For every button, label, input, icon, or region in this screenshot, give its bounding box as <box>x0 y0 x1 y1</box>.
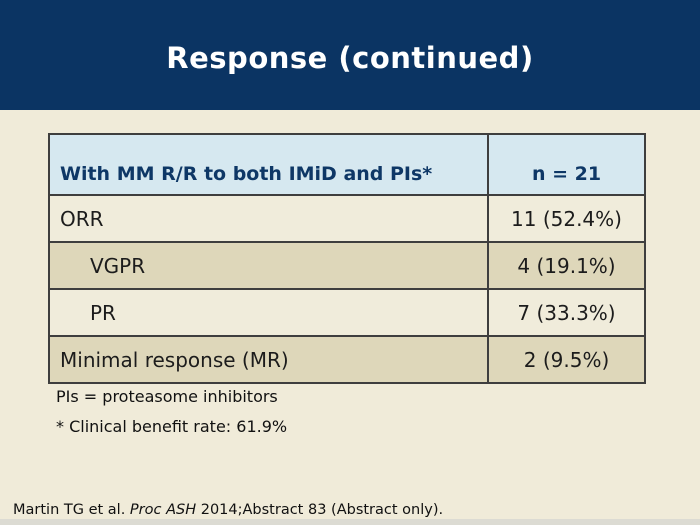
row-label: Minimal response (MR) <box>48 335 489 384</box>
table-row-pr: PR 7 (33.3%) <box>48 288 646 337</box>
row-label: VGPR <box>48 241 489 290</box>
row-label: PR <box>48 288 489 337</box>
slide-title: Response (continued) <box>166 41 534 75</box>
table-row-vgpr: VGPR 4 (19.1%) <box>48 241 646 290</box>
citation: Martin TG et al. Proc ASH 2014;Abstract … <box>13 502 443 518</box>
citation-journal: Proc ASH <box>129 502 197 518</box>
title-band: Response (continued) <box>0 0 700 110</box>
row-value: 7 (33.3%) <box>487 288 646 337</box>
row-value: 11 (52.4%) <box>487 194 646 243</box>
row-value: 4 (19.1%) <box>487 241 646 290</box>
footnotes: PIs = proteasome inhibitors * Clinical b… <box>56 388 287 448</box>
table-row-mr: Minimal response (MR) 2 (9.5%) <box>48 335 646 384</box>
footnote-clinical-benefit-rate: * Clinical benefit rate: 61.9% <box>56 417 288 436</box>
table-row-orr: ORR 11 (52.4%) <box>48 194 646 243</box>
footnote-pis-definition: PIs = proteasome inhibitors <box>56 387 278 406</box>
citation-suffix: 2014;Abstract 83 (Abstract only). <box>196 502 444 518</box>
table-header-row: With MM R/R to both IMiD and PIs* n = 21 <box>48 133 646 196</box>
row-label: ORR <box>48 194 489 243</box>
row-value: 2 (9.5%) <box>487 335 646 384</box>
citation-prefix: Martin TG et al. <box>13 502 130 518</box>
table-header-n-value: n = 21 <box>487 133 646 196</box>
response-table: With MM R/R to both IMiD and PIs* n = 21… <box>48 133 646 384</box>
bottom-edge-strip <box>0 519 700 525</box>
table-header-label: With MM R/R to both IMiD and PIs* <box>48 133 489 196</box>
